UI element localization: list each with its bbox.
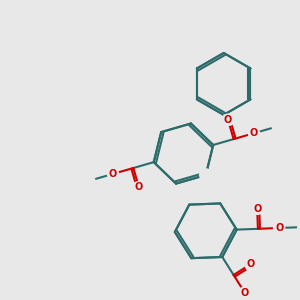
Text: O: O bbox=[109, 169, 117, 179]
Circle shape bbox=[133, 182, 145, 193]
Text: O: O bbox=[275, 223, 283, 233]
Circle shape bbox=[222, 114, 234, 125]
Text: O: O bbox=[135, 182, 143, 192]
Circle shape bbox=[200, 169, 212, 181]
Text: N: N bbox=[201, 170, 210, 180]
Text: O: O bbox=[250, 128, 258, 138]
Text: O: O bbox=[224, 115, 232, 125]
Text: N: N bbox=[201, 170, 210, 180]
Circle shape bbox=[248, 128, 260, 139]
Text: O: O bbox=[253, 204, 261, 214]
Text: O: O bbox=[246, 259, 255, 269]
Circle shape bbox=[251, 203, 263, 214]
Circle shape bbox=[245, 259, 256, 270]
Circle shape bbox=[274, 222, 285, 234]
Circle shape bbox=[200, 169, 212, 181]
Circle shape bbox=[107, 168, 118, 179]
Circle shape bbox=[239, 287, 250, 298]
Text: O: O bbox=[241, 288, 249, 298]
